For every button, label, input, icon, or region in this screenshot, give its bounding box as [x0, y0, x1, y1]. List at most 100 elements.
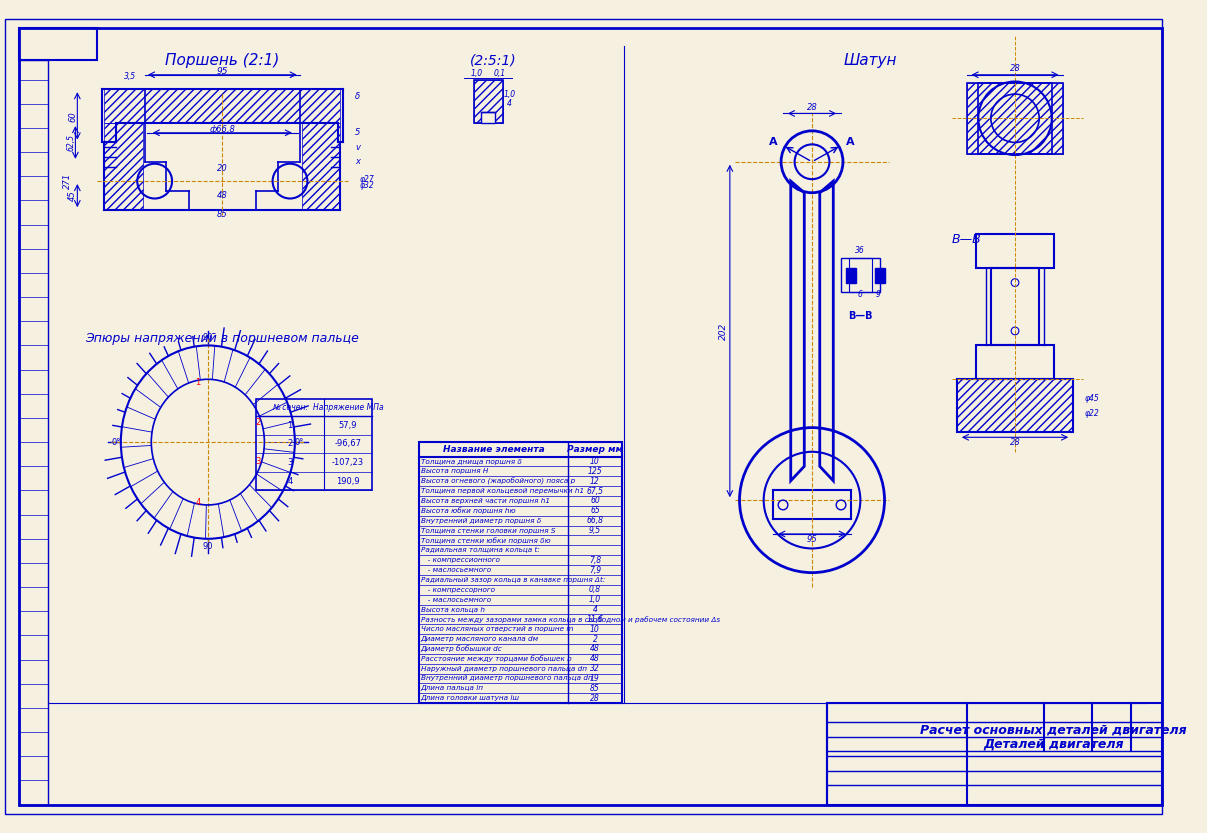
- Text: 9,5: 9,5: [589, 526, 601, 535]
- Text: 3: 3: [287, 458, 292, 467]
- Text: 7,9: 7,9: [589, 566, 601, 575]
- Bar: [976, 234, 1054, 268]
- Text: Напряжение МПа: Напряжение МПа: [313, 403, 384, 412]
- Text: 11,6: 11,6: [587, 615, 604, 624]
- Text: 65: 65: [590, 506, 600, 516]
- Bar: [976, 346, 1054, 379]
- Text: Диаметр бобышки dc: Диаметр бобышки dc: [420, 646, 502, 652]
- Text: - компрессионного: - компрессионного: [420, 557, 500, 563]
- Text: - маслосьемного: - маслосьемного: [420, 596, 490, 602]
- Text: Высота поршня H: Высота поршня H: [420, 468, 488, 475]
- Text: v: v: [355, 142, 360, 152]
- Bar: [957, 379, 1073, 432]
- Text: φ27: φ27: [360, 175, 374, 184]
- Text: 0°: 0°: [295, 437, 304, 446]
- Text: 4: 4: [507, 99, 512, 108]
- Text: 2: 2: [256, 418, 261, 427]
- Text: Радиальная толщина кольца t:: Радиальная толщина кольца t:: [420, 547, 540, 553]
- Text: 62,5: 62,5: [66, 134, 75, 151]
- Text: 10: 10: [590, 457, 600, 466]
- Text: 60: 60: [590, 496, 600, 506]
- Text: Размер мм: Размер мм: [567, 445, 623, 454]
- Text: 45: 45: [68, 190, 77, 201]
- Text: 0°: 0°: [111, 437, 121, 446]
- Bar: [482, 112, 495, 123]
- Text: 20: 20: [217, 164, 228, 173]
- Bar: [19, 28, 97, 60]
- Text: 48: 48: [217, 191, 228, 200]
- Text: Радиальный зазор кольца в канавке поршня Δt:: Радиальный зазор кольца в канавке поршня…: [420, 576, 605, 583]
- Text: 28: 28: [1009, 64, 1020, 73]
- Text: 90: 90: [203, 333, 214, 342]
- Text: 271: 271: [63, 173, 72, 189]
- Text: 57,9: 57,9: [339, 421, 357, 430]
- Text: A: A: [769, 137, 777, 147]
- Text: 28: 28: [1009, 437, 1020, 446]
- Text: 12: 12: [590, 476, 600, 486]
- Text: 4: 4: [196, 497, 200, 506]
- Text: 2: 2: [593, 635, 597, 644]
- Text: 190,9: 190,9: [337, 476, 360, 486]
- Text: 28: 28: [590, 694, 600, 703]
- Text: Высота верхней части поршня h1: Высота верхней части поршня h1: [420, 498, 549, 504]
- Text: 1,0: 1,0: [471, 69, 483, 78]
- Text: 28: 28: [806, 103, 817, 112]
- Bar: [849, 258, 871, 292]
- Text: 1,0: 1,0: [503, 90, 515, 98]
- Text: 5: 5: [355, 128, 361, 137]
- Text: - компрессорного: - компрессорного: [420, 586, 495, 593]
- Text: 10: 10: [590, 625, 600, 634]
- Text: 60: 60: [68, 111, 77, 122]
- Text: Высота огневого (жаробойного) пояса p: Высота огневого (жаробойного) пояса p: [420, 477, 575, 485]
- Text: A: A: [846, 137, 855, 147]
- Bar: [875, 268, 885, 282]
- Text: Внутренний диаметр поршневого пальца dп: Внутренний диаметр поршневого пальца dп: [420, 676, 593, 681]
- Text: Внутренний диаметр поршня δ: Внутренний диаметр поршня δ: [420, 517, 541, 524]
- Text: 6: 6: [858, 290, 863, 299]
- Text: φ22: φ22: [1085, 409, 1100, 417]
- Text: 66,8: 66,8: [587, 516, 604, 526]
- Text: φ45: φ45: [1085, 394, 1100, 403]
- Text: 19: 19: [590, 674, 600, 683]
- Text: Разность между зазорами замка кольца в свободном и рабочем состоянии Δs: Разность между зазорами замка кольца в с…: [420, 616, 719, 623]
- Text: 0,8: 0,8: [589, 586, 601, 594]
- Text: Деталей двигателя: Деталей двигателя: [984, 737, 1124, 751]
- Text: Поршень (2:1): Поршень (2:1): [165, 52, 280, 67]
- Text: 95: 95: [806, 536, 817, 544]
- Text: Наружный диаметр поршневого пальца dп: Наружный диаметр поршневого пальца dп: [420, 666, 587, 671]
- Bar: [979, 82, 1051, 154]
- Bar: [419, 442, 622, 703]
- Text: 1: 1: [196, 377, 200, 387]
- Text: Толщина стенки головки поршня S: Толщина стенки головки поршня S: [420, 527, 555, 534]
- Bar: [256, 399, 372, 491]
- Text: ф66,8: ф66,8: [209, 126, 235, 134]
- Text: Длина головки шатуна lш: Длина головки шатуна lш: [420, 695, 519, 701]
- Text: Высота кольца h: Высота кольца h: [420, 606, 484, 612]
- Text: Высота юбки поршня hю: Высота юбки поршня hю: [420, 507, 515, 514]
- Text: (2:5:1): (2:5:1): [470, 53, 517, 67]
- Text: 2: 2: [287, 440, 292, 448]
- Text: -96,67: -96,67: [334, 440, 362, 448]
- Text: Толщина днища поршня δ: Толщина днища поршня δ: [420, 458, 521, 465]
- Text: 9: 9: [875, 290, 880, 299]
- Text: В—В: В—В: [849, 312, 873, 322]
- Text: 4: 4: [593, 605, 597, 614]
- Text: 85: 85: [590, 684, 600, 693]
- Bar: [991, 268, 1039, 346]
- Bar: [827, 703, 1162, 805]
- Text: 90: 90: [203, 542, 214, 551]
- Text: -107,23: -107,23: [332, 458, 365, 467]
- Bar: [846, 268, 856, 282]
- Text: Эпюры напряжений в поршневом пальце: Эпюры напряжений в поршневом пальце: [86, 332, 360, 345]
- Text: 3: 3: [256, 457, 261, 466]
- Text: 4: 4: [287, 476, 292, 486]
- Text: 3,5: 3,5: [124, 72, 136, 81]
- Text: 0,1: 0,1: [494, 69, 506, 78]
- Text: 202: 202: [718, 322, 728, 340]
- Text: 7,8: 7,8: [589, 556, 601, 565]
- Text: В—В: В—В: [952, 232, 981, 246]
- Text: Название элемента: Название элемента: [443, 445, 544, 454]
- Text: Число масляных отверстий в поршне m: Число масляных отверстий в поршне m: [420, 626, 573, 632]
- Text: 1: 1: [287, 421, 292, 430]
- Text: 48: 48: [590, 654, 600, 663]
